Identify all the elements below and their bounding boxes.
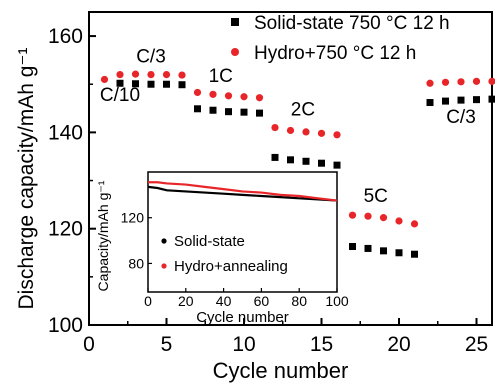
solid-state-point bbox=[209, 106, 217, 114]
inset-x-tick-label: 80 bbox=[291, 293, 307, 309]
rate-annotation: C/3 bbox=[136, 47, 166, 68]
inset-x-axis-label: Cycle number bbox=[196, 309, 289, 326]
inset-x-tick-label: 20 bbox=[178, 293, 194, 309]
hydro-point bbox=[457, 78, 465, 86]
solid-state-point bbox=[426, 99, 434, 107]
solid-state-point bbox=[349, 243, 356, 251]
legend-label: Hydro+750 °C 12 h bbox=[254, 43, 416, 64]
inset-y-tick-label: 80 bbox=[128, 255, 144, 271]
inset-x-tick-label: 60 bbox=[254, 293, 270, 309]
rate-annotation: 1C bbox=[209, 66, 233, 87]
inset-x-tick-label: 40 bbox=[216, 293, 232, 309]
y-tick-label: 120 bbox=[48, 218, 83, 241]
solid-state-point bbox=[473, 96, 480, 104]
x-tick-label: 20 bbox=[387, 333, 410, 356]
hydro-point bbox=[441, 78, 450, 86]
hydro-point bbox=[271, 123, 279, 132]
inset-y-tick-label: 120 bbox=[121, 210, 145, 226]
hydro-point bbox=[162, 71, 171, 79]
solid-state-point bbox=[364, 244, 372, 252]
hydro-point bbox=[193, 88, 202, 97]
solid-state-point bbox=[442, 97, 449, 105]
x-tick-label: 10 bbox=[232, 333, 255, 356]
hydro-point bbox=[426, 79, 434, 87]
solid-state-point bbox=[380, 247, 387, 255]
inset-plot: 0 20 40 60 80 100 80 120 Cycle number Capacity/mA… bbox=[95, 171, 349, 326]
x-tick-label: 0 bbox=[83, 333, 95, 356]
hydro-point bbox=[410, 220, 419, 228]
main-plot: 0 5 10 15 20 25 100 120 140 160 Cycle number Discha… bbox=[15, 11, 495, 383]
inset-hydro-line bbox=[148, 181, 338, 202]
hydro-point bbox=[286, 126, 295, 135]
solid-state-point bbox=[287, 156, 294, 164]
solid-state-point bbox=[147, 80, 155, 88]
y-axis-label: Discharge capacity/mAh g⁻¹ bbox=[15, 47, 38, 309]
hydro-point bbox=[317, 129, 326, 137]
rate-annotation: 5C bbox=[364, 186, 388, 207]
rate-annotation: C/10 bbox=[100, 85, 140, 106]
solid-state-point bbox=[333, 161, 341, 169]
inset-legend-label: Solid-state bbox=[174, 233, 245, 250]
legend-marker-hydro bbox=[231, 48, 239, 56]
hydro-point bbox=[178, 71, 186, 79]
solid-state-point bbox=[256, 109, 263, 117]
hydro-point bbox=[240, 93, 248, 101]
x-tick-label: 15 bbox=[310, 333, 333, 356]
solid-state-point bbox=[302, 157, 310, 165]
hydro-point bbox=[364, 212, 372, 220]
inset-legend-label: Hydro+annealing bbox=[174, 258, 288, 275]
hydro-point bbox=[147, 71, 155, 79]
x-tick-label: 25 bbox=[465, 333, 488, 356]
x-tick-label: 5 bbox=[161, 333, 173, 356]
solid-state-point bbox=[395, 249, 403, 257]
hydro-point bbox=[348, 211, 357, 219]
inset-legend-marker bbox=[161, 263, 167, 269]
legend-label: Solid-state 750 °C 12 h bbox=[254, 13, 450, 34]
hydro-point bbox=[224, 92, 233, 100]
solid-state-point bbox=[194, 105, 201, 113]
main-plot-frame bbox=[88, 11, 493, 326]
y-tick-label: 100 bbox=[48, 314, 83, 337]
solid-state-point bbox=[271, 153, 279, 161]
hydro-point bbox=[333, 131, 341, 139]
inset-legend-marker bbox=[161, 238, 167, 244]
solid-state-point bbox=[411, 250, 418, 258]
rate-annotation: C/3 bbox=[446, 107, 476, 128]
solid-state-point bbox=[457, 96, 465, 104]
rate-annotation: 2C bbox=[291, 100, 315, 121]
solid-state-point bbox=[225, 108, 232, 116]
hydro-point bbox=[379, 214, 388, 222]
solid-state-point bbox=[116, 79, 124, 87]
y-tick-label: 160 bbox=[48, 25, 83, 48]
inset-solid-state-line bbox=[147, 185, 338, 202]
inset-x-tick-label: 0 bbox=[144, 293, 152, 309]
inset-x-tick-label: 100 bbox=[325, 293, 349, 309]
solid-state-point bbox=[240, 108, 248, 116]
solid-state-point bbox=[318, 159, 325, 167]
solid-state-point bbox=[178, 81, 186, 89]
hydro-point bbox=[116, 71, 124, 79]
x-axis-label: Cycle number bbox=[213, 358, 349, 383]
legend-marker-solid-state bbox=[231, 18, 239, 26]
solid-state-point bbox=[163, 80, 170, 88]
hydro-point bbox=[488, 77, 495, 85]
hydro-point bbox=[209, 90, 217, 98]
hydro-point bbox=[131, 70, 140, 78]
solid-state-point bbox=[132, 80, 139, 88]
y-tick-label: 140 bbox=[48, 121, 83, 144]
inset-y-axis-label: Capacity/mAh g⁻¹ bbox=[95, 180, 111, 291]
hydro-point bbox=[100, 75, 109, 84]
hydro-point bbox=[472, 77, 481, 85]
hydro-point bbox=[255, 94, 264, 102]
hydro-point bbox=[395, 217, 403, 225]
hydro-point bbox=[302, 128, 310, 136]
solid-state-point bbox=[488, 95, 495, 103]
